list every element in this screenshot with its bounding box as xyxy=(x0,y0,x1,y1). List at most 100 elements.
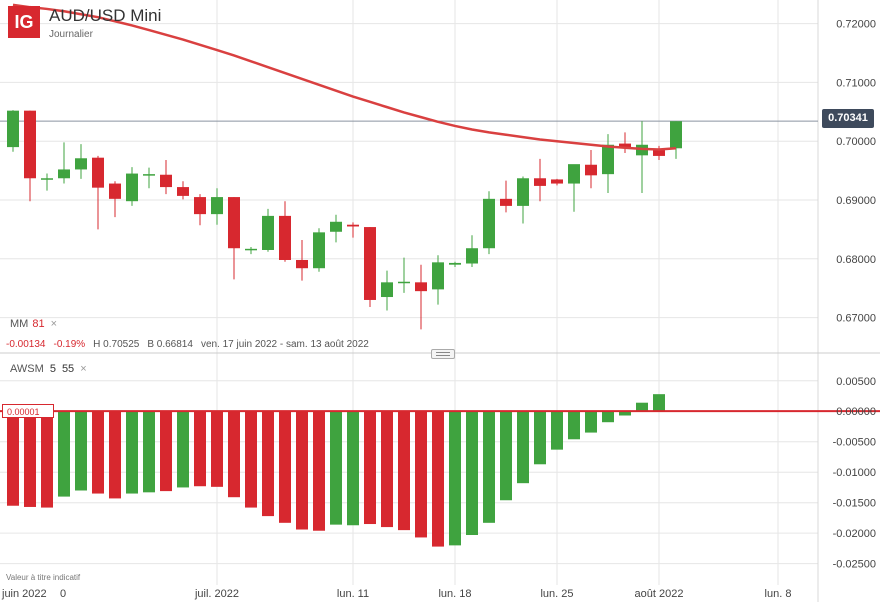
indicative-disclaimer: Valeur à titre indicatif xyxy=(6,573,81,582)
ma-indicator-row[interactable]: MM 81 × xyxy=(10,318,57,330)
osc-bar xyxy=(347,411,359,526)
ma-indicator-name[interactable]: MM xyxy=(10,318,29,330)
candle-body xyxy=(92,157,104,188)
candle-body xyxy=(279,215,291,260)
candle-body xyxy=(245,248,257,251)
ig-logo: IG xyxy=(8,6,40,38)
osc-axis-label: -0.02500 xyxy=(833,559,876,571)
candle-body xyxy=(7,110,19,148)
osc-bar xyxy=(194,411,206,487)
candle-body xyxy=(24,110,36,179)
x-axis-label: juin 2022 xyxy=(1,588,47,600)
awsm-indicator-row[interactable]: AWSM 5 55 × xyxy=(10,363,87,375)
price-axis-label: 0.69000 xyxy=(836,195,876,207)
ohlc-stats: -0.00134 -0.19% H 0.70525 B 0.66814 ven. 17 … xyxy=(6,339,377,350)
osc-axis-label: -0.00500 xyxy=(833,437,876,449)
price-axis-label: 0.72000 xyxy=(836,19,876,31)
candle-body xyxy=(602,144,614,175)
candle-body xyxy=(262,215,274,250)
osc-bar xyxy=(381,411,393,528)
candle-body xyxy=(177,187,189,196)
candle-body xyxy=(568,164,580,184)
candle-body xyxy=(500,198,512,206)
osc-axis-label: 0.00500 xyxy=(836,376,876,388)
candle-body xyxy=(41,178,53,180)
ma-indicator-period[interactable]: 81 xyxy=(32,318,45,330)
price-axis-label: 0.71000 xyxy=(836,77,876,89)
x-axis-label: lun. 18 xyxy=(438,588,471,600)
candle-body xyxy=(398,281,410,284)
x-axis-label: lun. 11 xyxy=(337,588,369,600)
osc-bar xyxy=(364,411,376,525)
osc-bar xyxy=(415,411,427,538)
candle-body xyxy=(109,183,121,199)
current-price-tag: 0.70341 xyxy=(822,109,874,128)
candle-body xyxy=(653,150,665,156)
oscillator-value-tag: 0.00001 xyxy=(2,404,54,418)
osc-bar xyxy=(619,411,631,416)
osc-bar xyxy=(483,411,495,523)
candle-body xyxy=(160,174,172,188)
candle-body xyxy=(330,221,342,232)
ma-remove-icon[interactable]: × xyxy=(50,318,58,330)
candle-body xyxy=(381,282,393,298)
osc-bar xyxy=(551,411,563,450)
osc-bar xyxy=(568,411,580,440)
osc-bar xyxy=(517,411,529,484)
osc-bar xyxy=(262,411,274,517)
candle-body xyxy=(75,158,87,170)
osc-bar xyxy=(160,411,172,492)
osc-bar xyxy=(211,411,223,487)
osc-bar xyxy=(245,411,257,508)
pane-resize-handle[interactable] xyxy=(431,349,455,359)
candle-body xyxy=(313,232,325,269)
timeframe-label[interactable]: Journalier xyxy=(49,29,93,40)
candle-body xyxy=(449,262,461,265)
date-range: ven. 17 juin 2022 - sam. 13 août 2022 xyxy=(200,339,369,350)
osc-bar xyxy=(58,411,70,497)
awsm-param-slow[interactable]: 55 xyxy=(61,363,75,375)
osc-bar xyxy=(177,411,189,488)
candle-body xyxy=(194,197,206,215)
change-value: -0.00134 xyxy=(6,339,46,350)
instrument-title[interactable]: AUD/USD Mini xyxy=(49,6,162,25)
osc-bar xyxy=(432,411,444,547)
x-axis-label: juil. 2022 xyxy=(194,588,239,600)
candle-body xyxy=(619,143,631,148)
candle-body xyxy=(517,178,529,206)
x-axis-label: lun. 25 xyxy=(540,588,573,600)
osc-bar xyxy=(228,411,240,498)
osc-bar xyxy=(534,411,546,465)
osc-bar xyxy=(653,394,665,412)
candle-body xyxy=(466,248,478,264)
moving-average-line xyxy=(12,3,677,151)
candle-body xyxy=(483,198,495,249)
osc-bar xyxy=(296,411,308,530)
candle-body xyxy=(364,227,376,300)
candle-body xyxy=(211,197,223,215)
osc-bar xyxy=(313,411,325,531)
osc-bar xyxy=(7,411,19,506)
awsm-remove-icon[interactable]: × xyxy=(80,363,87,375)
osc-bar xyxy=(24,411,36,507)
awsm-indicator-name[interactable]: AWSM xyxy=(10,363,44,375)
candle-body xyxy=(126,173,138,202)
low-value: B 0.66814 xyxy=(147,339,193,350)
x-axis-label: 0 xyxy=(60,588,66,600)
osc-bar xyxy=(92,411,104,494)
candle-body xyxy=(296,259,308,269)
candle-body xyxy=(670,121,682,149)
osc-bar xyxy=(602,411,614,423)
candle-body xyxy=(228,197,240,249)
osc-bar xyxy=(449,411,461,546)
candle-body xyxy=(534,178,546,186)
osc-bar xyxy=(466,411,478,536)
osc-bar xyxy=(636,402,648,412)
osc-bar xyxy=(75,411,87,491)
osc-bar xyxy=(126,411,138,494)
osc-axis-label: -0.02000 xyxy=(833,528,876,540)
osc-bar xyxy=(500,411,512,501)
candle-body xyxy=(143,174,155,176)
awsm-param-fast[interactable]: 5 xyxy=(49,363,56,375)
